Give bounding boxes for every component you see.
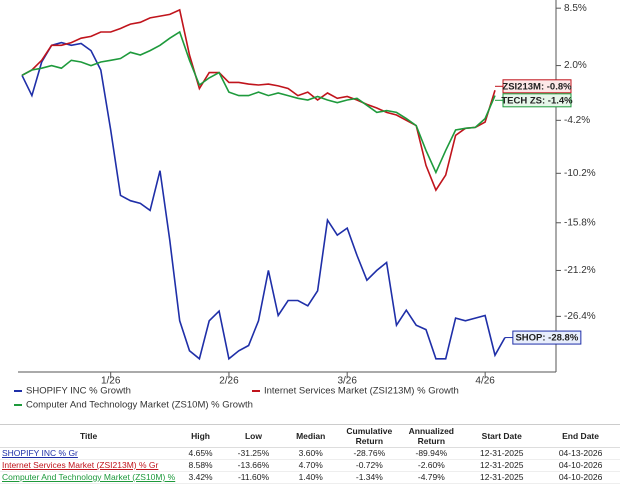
cell: 12-31-2025: [462, 447, 542, 460]
end-label-box: [502, 79, 572, 94]
column-header: Median: [283, 424, 339, 448]
table-body: SHOPIFY INC % Gr 4.65% -31.25% 3.60% -28.76%…: [0, 447, 620, 484]
series-line: [21, 41, 506, 361]
row-title: SHOPIFY INC % Gr: [0, 447, 178, 460]
chart: 8.5% 2.0% -4.2% -10.2% -15.8% -21.2% -26.4% 1/2…: [14, 0, 596, 411]
cell: 04-13-2026: [541, 447, 620, 460]
y-tick-label: -4.2%: [564, 115, 590, 126]
y-tick-label: -10.2%: [564, 168, 596, 179]
cell: -13.66%: [223, 459, 284, 472]
cell: -2.60%: [400, 459, 463, 472]
x-tick-label: 4/26: [475, 376, 495, 387]
column-header: Title: [0, 424, 178, 448]
y-tick-label: 2.0%: [564, 60, 587, 71]
row-title: Internet Services Market (ZSI213M) % Gr: [0, 459, 178, 472]
cell: -89.94%: [400, 447, 463, 460]
cell: 12-31-2025: [462, 459, 542, 472]
x-tick-label: 2/26: [219, 376, 239, 387]
table-row: SHOPIFY INC % Gr 4.65% -31.25% 3.60% -28.76%…: [0, 447, 620, 460]
y-tick-label: -21.2%: [564, 265, 596, 276]
y-tick-label: -15.8%: [564, 217, 596, 228]
legend-label: Computer And Technology Market (ZS10M) %…: [26, 400, 253, 411]
cell: -28.76%: [338, 447, 401, 460]
stats-table: Title High Low Median Cumulative Return Annua…: [0, 424, 620, 484]
end-label-text: SHOP: -28.8%: [515, 333, 578, 344]
end-label: ZSI213M: -0.8%: [495, 79, 572, 94]
header-row: Title High Low Median Cumulative Return Annua…: [0, 424, 620, 448]
series-line: [21, 30, 496, 175]
column-header: Annualized Return: [400, 424, 463, 448]
cell: 8.58%: [177, 459, 224, 472]
cell: -31.25%: [223, 447, 284, 460]
cell: 4.70%: [283, 459, 339, 472]
column-header: End Date: [541, 424, 620, 448]
end-label-text: ZSI213M: -0.8%: [502, 81, 572, 92]
cell: 04-10-2026: [541, 459, 620, 472]
column-header: Low: [223, 424, 284, 448]
y-tick-label: -26.4%: [564, 311, 596, 322]
end-label: SHOP: -28.8%: [504, 330, 582, 345]
column-header: Cumulative Return: [338, 424, 401, 448]
cell: 4.65%: [177, 447, 224, 460]
column-header: High: [177, 424, 224, 448]
table-row: Internet Services Market (ZSI213M) % Gr 8…: [0, 459, 620, 472]
x-tick-label: 1/26: [101, 376, 121, 387]
column-header: Start Date: [462, 424, 542, 448]
cell: 3.60%: [283, 447, 339, 460]
end-label-text: TECH ZS: -1.4%: [501, 95, 573, 106]
end-label-box: [512, 330, 582, 345]
y-tick-label: 8.5%: [564, 3, 587, 14]
x-tick-label: 3/26: [337, 376, 357, 387]
end-label: TECH ZS: -1.4%: [495, 93, 573, 108]
cell: -0.72%: [338, 459, 401, 472]
table-row: Computer And Technology Market (ZS10M) %…: [0, 471, 620, 484]
series-line: [21, 8, 496, 192]
legend-label: Internet Services Market (ZSI213M) % Gro…: [264, 386, 459, 397]
legend-label: SHOPIFY INC % Growth: [26, 386, 131, 397]
end-label-box: [502, 93, 572, 108]
